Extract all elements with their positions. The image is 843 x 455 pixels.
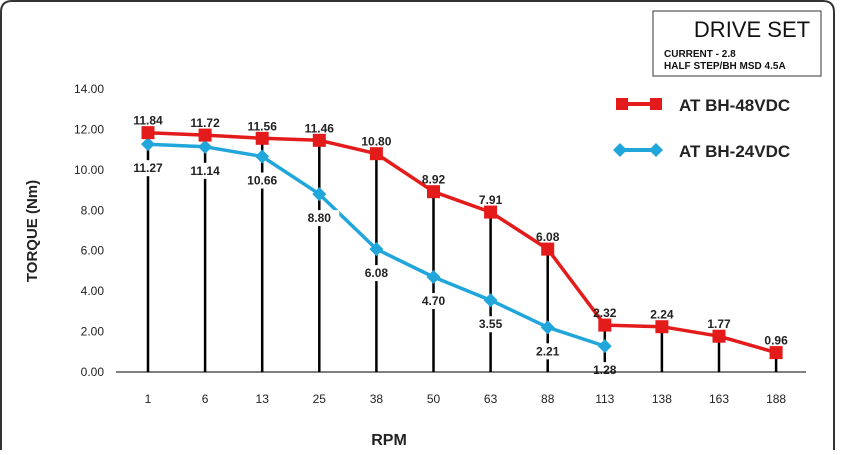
x-tick-label: 188 <box>766 392 786 406</box>
x-tick-label: 6 <box>202 392 209 406</box>
x-tick-label: 138 <box>652 392 672 406</box>
marker-48vdc <box>484 205 498 219</box>
drive-set-title: DRIVE SET <box>694 17 810 42</box>
x-tick-label: 163 <box>709 392 729 406</box>
legend-item-24vdc: AT BH-24VDC <box>613 142 790 161</box>
data-label-48vdc: 1.77 <box>707 317 731 331</box>
data-label-bg <box>356 265 397 282</box>
drop-lines <box>146 132 778 372</box>
data-label-48vdc: 7.91 <box>479 193 503 207</box>
y-tick-label: 2.00 <box>81 325 105 339</box>
labels-48vdc: 11.84 11.72 11.56 11.46 10.80 8.92 7.91 6.08 2.3… <box>133 114 788 348</box>
series-lines <box>147 130 777 355</box>
legend-marker-diamond <box>613 143 627 157</box>
drive-set-mode: HALF STEP/BH MSD 4.5A <box>664 61 786 72</box>
marker-48vdc <box>541 242 555 256</box>
x-axis-title: RPM <box>371 432 407 449</box>
x-tick-label: 25 <box>313 392 327 406</box>
data-label-24vdc: 2.21 <box>536 344 560 358</box>
data-label-48vdc: 11.56 <box>248 119 278 133</box>
marker-24vdc <box>198 139 213 154</box>
y-axis-ticks: 0.00 2.00 4.00 6.00 8.00 10.00 12.00 14.00 <box>74 82 104 379</box>
data-label-24vdc: 3.55 <box>479 317 503 331</box>
legend-item-48vdc: AT BH-48VDC <box>616 96 790 115</box>
drive-set-box-border <box>652 10 822 77</box>
data-label-24vdc: 1.28 <box>593 363 617 377</box>
x-tick-label: 13 <box>256 392 270 406</box>
marker-48vdc <box>369 147 383 161</box>
y-tick-label: 14.00 <box>74 82 104 96</box>
data-label-bg <box>185 162 226 179</box>
marker-24vdc <box>255 149 270 164</box>
x-tick-label: 63 <box>484 392 498 406</box>
marker-24vdc <box>369 242 384 257</box>
marker-24vdc <box>141 137 155 152</box>
data-label-bg <box>242 172 283 189</box>
x-tick-label: 1 <box>145 392 152 406</box>
legend-label-24vdc: AT BH-24VDC <box>679 142 790 161</box>
legend-marker-square <box>616 98 628 110</box>
series-line-48vdc <box>147 130 777 355</box>
data-label-bg <box>470 316 511 333</box>
data-label-48vdc: 6.08 <box>536 230 560 244</box>
data-label-24vdc: 11.14 <box>190 164 220 178</box>
legend: AT BH-48VDC AT BH-24VDC <box>613 96 790 161</box>
data-label-bg <box>128 160 168 177</box>
x-tick-label: 38 <box>370 392 384 406</box>
data-label-24vdc: 11.27 <box>133 161 163 175</box>
marker-48vdc <box>655 320 669 334</box>
x-tick-label: 50 <box>427 392 441 406</box>
marker-24vdc <box>426 269 441 284</box>
data-label-48vdc: 8.92 <box>422 173 446 187</box>
data-label-48vdc: 0.96 <box>764 334 788 348</box>
marker-48vdc <box>312 133 326 147</box>
data-label-bg <box>584 362 625 379</box>
y-tick-label: 10.00 <box>74 163 104 177</box>
y-tick-label: 6.00 <box>81 244 105 258</box>
data-label-48vdc: 11.72 <box>190 116 220 130</box>
data-label-48vdc: 2.32 <box>593 306 617 320</box>
marker-24vdc <box>597 339 612 354</box>
data-label-bg <box>527 343 568 360</box>
marker-48vdc <box>598 318 612 332</box>
series-markers <box>141 126 783 360</box>
data-label-24vdc: 8.80 <box>308 211 332 225</box>
data-label-48vdc: 10.80 <box>361 135 391 149</box>
marker-24vdc <box>312 187 327 202</box>
marker-48vdc <box>255 131 269 145</box>
legend-marker-square <box>650 98 662 110</box>
data-label-bg <box>413 292 454 309</box>
y-tick-label: 4.00 <box>81 284 105 298</box>
data-label-24vdc: 10.66 <box>247 174 277 188</box>
marker-24vdc <box>540 320 555 335</box>
labels-24vdc: 11.27 11.14 10.66 8.80 6.08 4.70 3.55 2.21 1.28 <box>128 160 625 379</box>
x-axis-ticks: 1 6 13 25 38 50 63 88 113 138 163 188 <box>145 392 787 406</box>
data-label-48vdc: 11.46 <box>305 121 335 135</box>
legend-label-48vdc: AT BH-48VDC <box>679 96 790 115</box>
marker-48vdc <box>198 128 212 142</box>
data-label-48vdc: 11.84 <box>133 114 163 128</box>
y-tick-label: 12.00 <box>74 122 104 136</box>
marker-48vdc <box>769 346 783 360</box>
x-tick-label: 113 <box>595 392 614 406</box>
drive-set-box: DRIVE SET CURRENT - 2.8 HALF STEP/BH MSD… <box>652 10 822 77</box>
marker-48vdc <box>712 329 726 343</box>
data-label-24vdc: 4.70 <box>422 294 446 308</box>
marker-24vdc <box>483 293 498 308</box>
y-axis-title: TORQUE (Nm) <box>24 180 41 282</box>
frame-border <box>0 0 835 450</box>
data-label-24vdc: 6.08 <box>365 266 389 280</box>
data-label-bg <box>299 210 340 227</box>
x-tick-label: 88 <box>541 392 555 406</box>
y-tick-label: 0.00 <box>81 365 105 379</box>
data-label-48vdc: 2.24 <box>650 308 674 322</box>
legend-marker-diamond <box>649 143 663 157</box>
y-tick-label: 8.00 <box>81 203 105 217</box>
marker-48vdc <box>141 126 155 140</box>
marker-48vdc <box>427 185 440 199</box>
drive-set-current: CURRENT - 2.8 <box>664 49 736 60</box>
